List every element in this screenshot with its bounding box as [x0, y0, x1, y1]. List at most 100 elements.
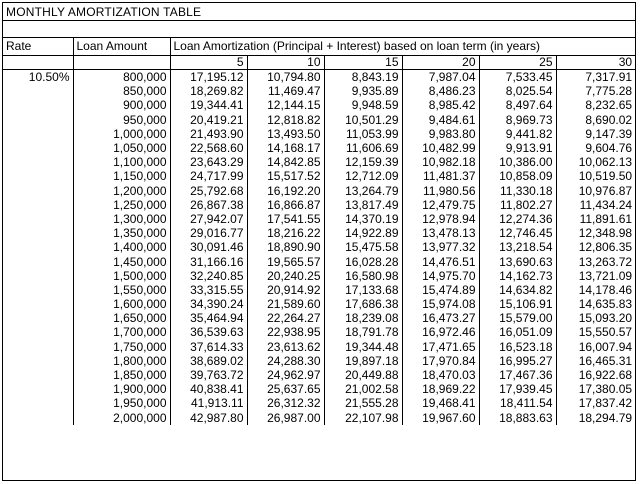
payment-cell: 14,635.83: [555, 297, 636, 312]
payment-cell: 13,493.50: [246, 126, 324, 141]
payment-cell: 11,802.27: [478, 197, 556, 212]
payment-cell: 18,969.22: [401, 382, 479, 397]
payment-cell: 14,634.82: [478, 282, 556, 297]
payment-cell: 16,465.31: [555, 353, 636, 368]
years-row: 5 10 15 20 25 30: [3, 55, 636, 70]
payment-cell: 11,891.61: [555, 211, 636, 227]
payment-cell: 22,264.27: [246, 311, 324, 326]
loan-amount-cell: 1,400,000: [72, 240, 170, 255]
years-blank-amount: [72, 55, 170, 70]
table-row: 1,900,000 40,838.41 25,637.65 21,002.58 18,9…: [3, 382, 636, 397]
year-header: 25: [478, 55, 556, 70]
payment-cell: 19,344.41: [169, 98, 247, 113]
blank-row: [3, 21, 635, 38]
payment-cell: 15,106.91: [478, 297, 556, 312]
payment-cell: 18,239.08: [323, 311, 402, 326]
payment-cell: 7,987.04: [401, 69, 479, 85]
loan-amount-cell: 800,000: [72, 69, 170, 85]
payment-cell: 18,883.63: [478, 410, 556, 425]
table-row: 1,750,000 37,614.33 23,613.62 19,344.48 17,4…: [3, 339, 636, 354]
loan-amount-cell: 1,800,000: [72, 353, 170, 368]
payment-cell: 13,264.79: [323, 183, 402, 198]
payment-cell: 8,497.64: [478, 98, 556, 113]
payment-cell: 21,493.90: [169, 126, 247, 141]
payment-cell: 36,539.63: [169, 325, 247, 340]
payment-cell: 17,686.38: [323, 297, 402, 312]
payment-cell: 31,166.16: [169, 254, 247, 269]
rate-cell: [3, 382, 73, 396]
payment-cell: 16,972.46: [401, 325, 479, 340]
payment-cell: 8,025.54: [478, 84, 556, 99]
table-row: 900,000 19,344.41 12,144.15 9,948.59 8,985.4…: [3, 98, 636, 113]
loan-amount-cell: 1,300,000: [72, 211, 170, 227]
payment-cell: 18,269.82: [169, 84, 247, 99]
rate-cell: [3, 184, 73, 198]
payment-cell: 21,002.58: [323, 382, 402, 397]
payment-cell: 10,519.50: [555, 169, 636, 184]
payment-cell: 14,476.51: [401, 254, 479, 269]
payment-cell: 24,288.30: [246, 353, 324, 368]
loan-amount-cell: 850,000: [72, 84, 170, 99]
payment-cell: 13,218.54: [478, 240, 556, 255]
payment-cell: 15,579.00: [478, 311, 556, 326]
payment-cell: 15,475.58: [323, 240, 402, 255]
payment-cell: 15,550.57: [555, 325, 636, 340]
payment-cell: 11,469.47: [246, 84, 324, 99]
payment-cell: 16,028.28: [323, 254, 402, 269]
payment-cell: 9,913.91: [478, 140, 556, 156]
payment-cell: 13,478.13: [401, 226, 479, 241]
rate-header: Rate: [6, 39, 32, 53]
payment-cell: 13,263.72: [555, 254, 636, 269]
loan-amount-cell: 2,000,000: [72, 410, 170, 425]
payment-cell: 41,913.11: [169, 396, 247, 411]
payment-cell: 18,411.54: [478, 396, 556, 411]
sheet-title: MONTHLY AMORTIZATION TABLE: [3, 3, 635, 21]
payment-cell: 20,240.25: [246, 268, 324, 283]
payment-cell: 12,978.94: [401, 211, 479, 227]
table-row: 1,100,000 23,643.29 14,842.85 12,159.39 10,9…: [3, 155, 636, 170]
loan-amount-cell: 1,750,000: [72, 339, 170, 354]
year-header: 15: [323, 55, 402, 70]
loan-amount-cell: 1,650,000: [72, 311, 170, 326]
payment-cell: 26,987.00: [246, 410, 324, 425]
rate-cell: [3, 141, 73, 155]
table-row: 1,550,000 33,315.55 20,914.92 17,133.68 15,4…: [3, 282, 636, 297]
payment-cell: 18,216.22: [246, 226, 324, 241]
payment-cell: 16,473.27: [401, 311, 479, 326]
payment-cell: 16,922.68: [555, 367, 636, 383]
loan-amount-cell: 1,500,000: [72, 268, 170, 283]
payment-cell: 11,980.56: [401, 183, 479, 198]
payment-cell: 7,533.45: [478, 69, 556, 85]
payment-cell: 18,294.79: [555, 410, 636, 425]
rate-cell: [3, 169, 73, 183]
payment-cell: 25,792.68: [169, 183, 247, 198]
payment-cell: 19,344.48: [323, 339, 402, 354]
rate-cell: [3, 113, 73, 127]
years-blank-rate: [3, 55, 73, 70]
rate-cell: [3, 411, 73, 425]
payment-cell: 10,062.13: [555, 155, 636, 170]
payment-cell: 11,434.24: [555, 197, 636, 212]
payment-cell: 10,794.80: [246, 69, 324, 85]
payment-cell: 10,386.00: [478, 155, 556, 170]
payment-cell: 17,467.36: [478, 367, 556, 383]
table-row: 1,600,000 34,390.24 21,589.60 17,686.38 15,9…: [3, 297, 636, 312]
payment-cell: 12,274.36: [478, 211, 556, 227]
year-header: 5: [169, 55, 247, 70]
payment-cell: 19,967.60: [401, 410, 479, 425]
payment-cell: 12,806.35: [555, 240, 636, 255]
payment-cell: 8,690.02: [555, 112, 636, 127]
table-row: 1,150,000 24,717.99 15,517.52 12,712.09 11,4…: [3, 169, 636, 184]
payment-cell: 10,976.87: [555, 183, 636, 198]
payment-cell: 13,721.09: [555, 268, 636, 283]
table-row: 1,950,000 41,913.11 26,312.32 21,555.28 19,4…: [3, 396, 636, 411]
payment-cell: 34,390.24: [169, 297, 247, 312]
loan-amount-cell: 1,850,000: [72, 367, 170, 383]
payment-cell: 12,348.98: [555, 226, 636, 241]
payment-cell: 21,555.28: [323, 396, 402, 411]
payment-cell: 11,481.37: [401, 169, 479, 184]
payment-cell: 14,168.17: [246, 140, 324, 156]
payment-cell: 38,689.02: [169, 353, 247, 368]
table-row: 1,400,000 30,091.46 18,890.90 15,475.58 13,9…: [3, 240, 636, 255]
payment-cell: 14,178.46: [555, 282, 636, 297]
